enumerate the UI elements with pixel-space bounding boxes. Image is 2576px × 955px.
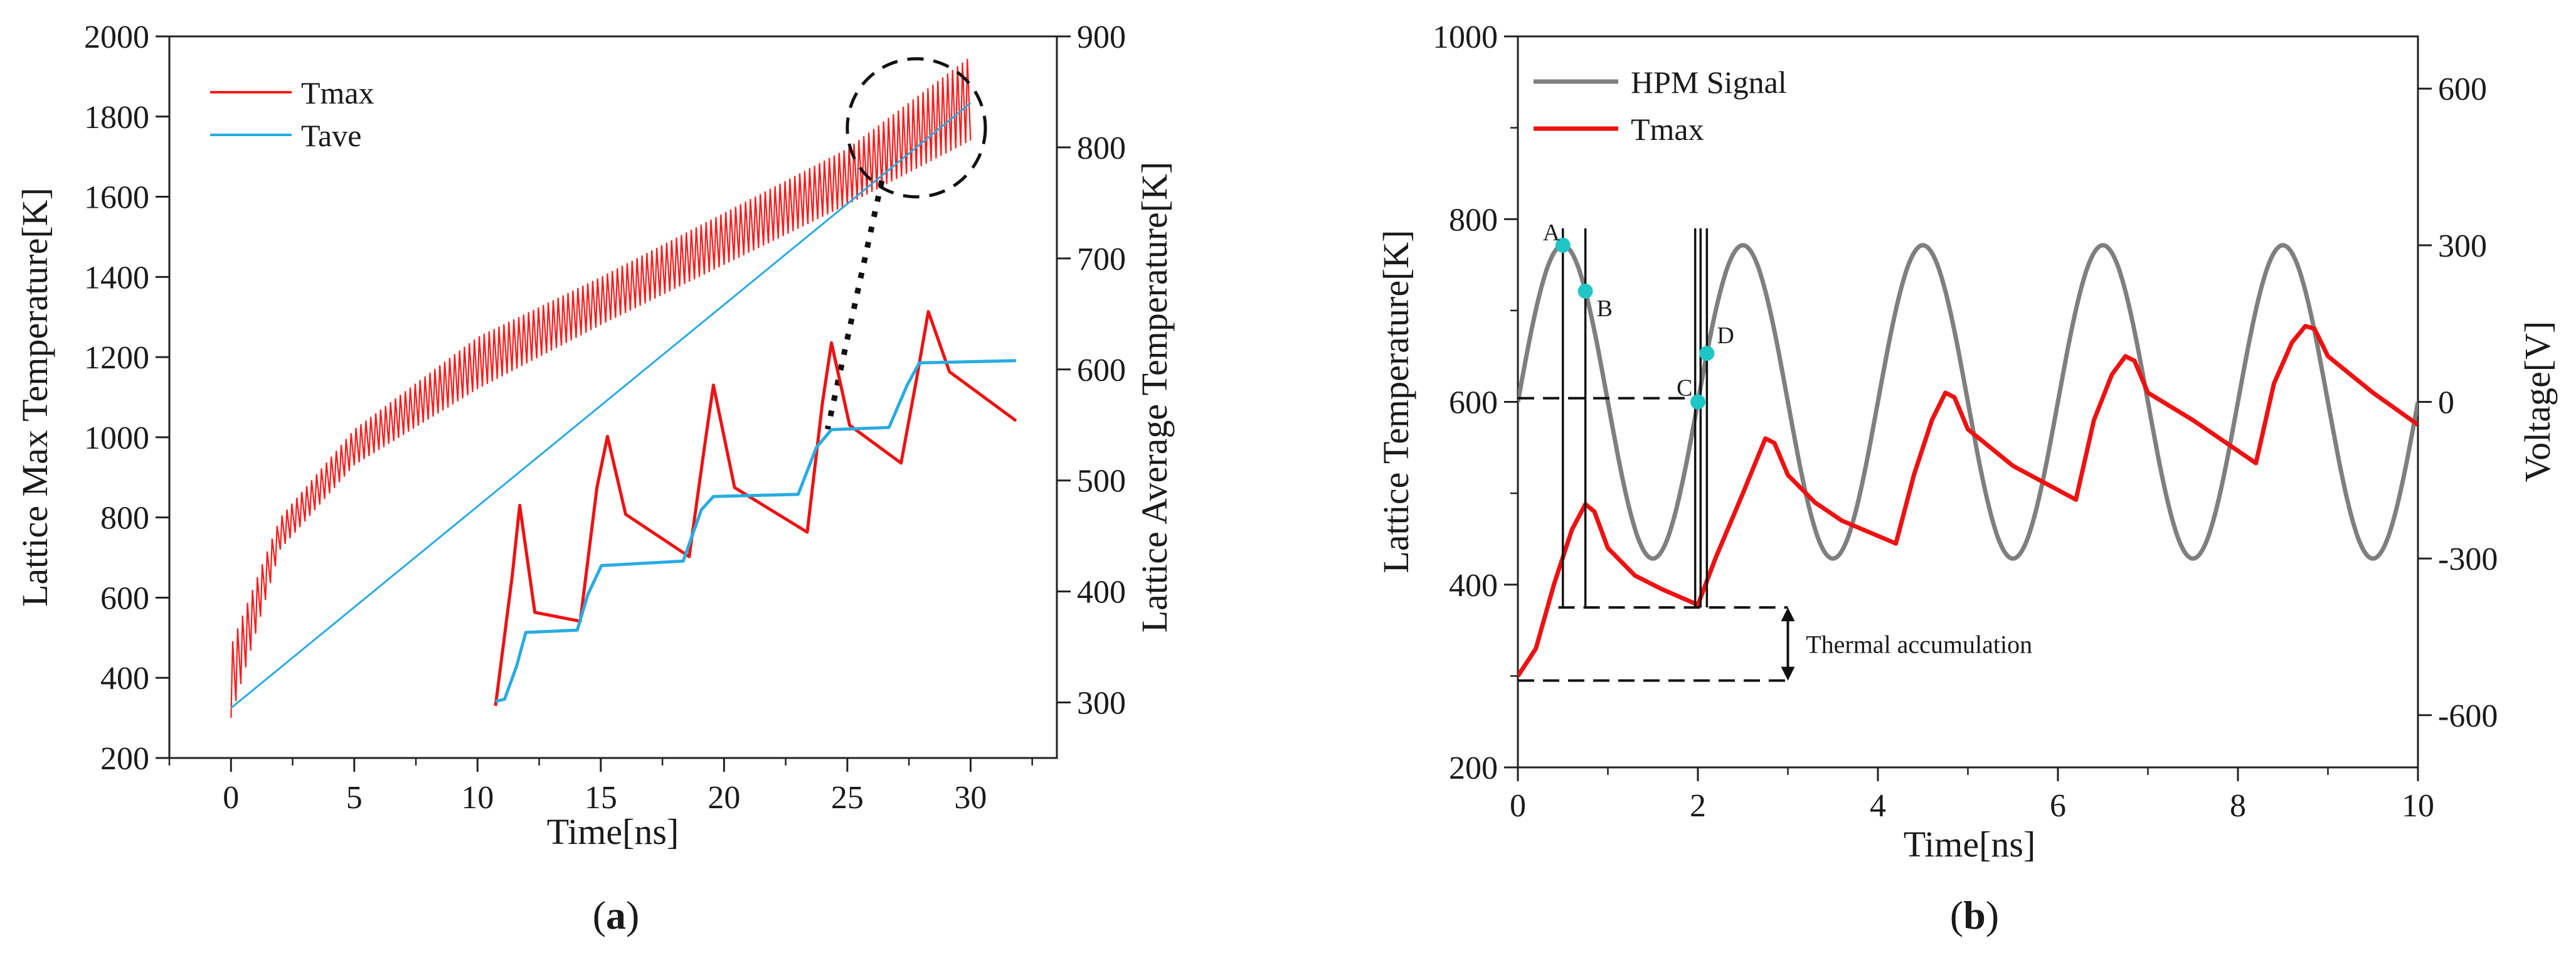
series-tave-line bbox=[230, 102, 972, 709]
caption-b: (b) bbox=[1950, 893, 1999, 937]
y-tick-label: 1600 bbox=[84, 180, 149, 216]
y-tick-label: 1000 bbox=[1433, 19, 1498, 55]
y-tick-label: 400 bbox=[1449, 568, 1498, 604]
inset-tave-line bbox=[495, 359, 1017, 703]
y2-tick-label: 0 bbox=[2438, 385, 2454, 421]
caption-a-open: ( bbox=[593, 893, 606, 937]
zoom-leader bbox=[825, 180, 885, 430]
x-tick-label: 10 bbox=[461, 780, 494, 816]
y-tick-label: 1800 bbox=[84, 100, 149, 136]
y-tick-label: 600 bbox=[1449, 385, 1498, 421]
y-tick-label: 800 bbox=[1449, 202, 1498, 238]
legend-tave-label: Tave bbox=[301, 118, 361, 153]
y-tick-label: 400 bbox=[100, 661, 149, 696]
chart-a-plot-frame bbox=[168, 35, 1058, 759]
x-tick-label: 30 bbox=[954, 780, 987, 816]
x-tick-label: 0 bbox=[223, 780, 239, 816]
x-tick-label: 6 bbox=[2050, 788, 2066, 824]
marker-label-c: C bbox=[1677, 375, 1692, 402]
y2-tick-label: 300 bbox=[1077, 686, 1126, 722]
chart-a-y2label: Lattice Average Temperature[K] bbox=[1134, 162, 1175, 633]
y2-tick-label: 700 bbox=[1077, 242, 1126, 277]
zoom-circle bbox=[845, 57, 987, 199]
x-tick-label: 15 bbox=[585, 780, 617, 816]
y-tick-label: 1400 bbox=[84, 260, 149, 296]
accumulation-arrow-head-top bbox=[1781, 607, 1795, 622]
caption-a-close: ) bbox=[626, 893, 639, 937]
marker-label-d: D bbox=[1717, 323, 1734, 349]
chart-b-y2label: Voltage[V] bbox=[2517, 321, 2558, 483]
y2-tick-label: -300 bbox=[2438, 542, 2498, 577]
y2-tick-label: 600 bbox=[1077, 353, 1126, 388]
x-tick-label: 10 bbox=[2402, 788, 2434, 824]
caption-a: (a) bbox=[593, 893, 640, 937]
marker-label-b: B bbox=[1597, 296, 1613, 322]
y2-tick-label: 800 bbox=[1077, 131, 1126, 166]
y2-tick-label: 600 bbox=[2438, 72, 2487, 107]
x-tick-label: 0 bbox=[1510, 788, 1526, 824]
x-tick-label: 8 bbox=[2230, 788, 2246, 824]
inset-tmax-line bbox=[494, 310, 1017, 707]
y-tick-label: 1200 bbox=[84, 340, 149, 376]
y-tick-label: 600 bbox=[100, 580, 149, 616]
chart-b: Thermal accumulation A B CD 0 2 4 6 8 10 200 400 60… bbox=[1375, 19, 2558, 937]
marker-point-b bbox=[1577, 284, 1593, 299]
marker-point-a bbox=[1555, 237, 1571, 253]
y-tick-label: 2000 bbox=[84, 19, 149, 55]
accumulation-arrow-head-bottom bbox=[1781, 666, 1795, 681]
x-tick-label: 5 bbox=[346, 780, 363, 816]
marker-point-c bbox=[1690, 394, 1705, 410]
y-tick-label: 1000 bbox=[84, 420, 149, 456]
thermal-accumulation-label: Thermal accumulation bbox=[1806, 630, 2032, 658]
chart-b-legend: HPM Signal Tmax bbox=[1534, 65, 1787, 147]
y2-tick-label: 400 bbox=[1077, 575, 1126, 611]
chart-a-legend: Tmax Tave bbox=[210, 75, 374, 153]
series-tmax-line bbox=[230, 58, 972, 718]
legend-tmax-label: Tmax bbox=[301, 75, 374, 110]
marker-label-a: A bbox=[1543, 220, 1561, 246]
marker-point-d bbox=[1699, 346, 1715, 361]
y-tick-label: 200 bbox=[100, 741, 149, 777]
y2-tick-label: 500 bbox=[1077, 464, 1126, 499]
series-hpm-line bbox=[1518, 243, 2418, 561]
legend-hpm-label: HPM Signal bbox=[1631, 65, 1787, 100]
y2-tick-label: 300 bbox=[2438, 228, 2487, 264]
x-tick-label: 20 bbox=[708, 780, 740, 816]
chart-a-xlabel: Time[ns] bbox=[547, 811, 679, 852]
x-tick-label: 4 bbox=[1870, 788, 1886, 824]
caption-b-close: ) bbox=[1986, 893, 1999, 937]
caption-b-letter: b bbox=[1963, 893, 1986, 937]
y-tick-label: 200 bbox=[1449, 750, 1498, 786]
x-tick-label: 2 bbox=[1690, 788, 1706, 824]
caption-a-letter: a bbox=[606, 893, 626, 937]
chart-a: 0 5 10 15 20 25 30 200 400 600 800 1000 1200 1400 1600… bbox=[14, 19, 1175, 937]
chart-a-ylabel: Lattice Max Temperature[K] bbox=[14, 188, 55, 607]
caption-b-open: ( bbox=[1950, 893, 1963, 937]
y2-tick-label: 900 bbox=[1077, 19, 1126, 55]
series-tmax-b-line bbox=[1518, 324, 2418, 678]
legend-tmax-b-label: Tmax bbox=[1631, 112, 1704, 147]
y2-tick-label: -600 bbox=[2438, 698, 2498, 734]
chart-b-xlabel: Time[ns] bbox=[1904, 824, 2036, 865]
y-tick-label: 800 bbox=[100, 501, 149, 536]
chart-b-ylabel: Lattice Temperature[K] bbox=[1375, 230, 1416, 573]
x-tick-label: 25 bbox=[831, 780, 864, 816]
